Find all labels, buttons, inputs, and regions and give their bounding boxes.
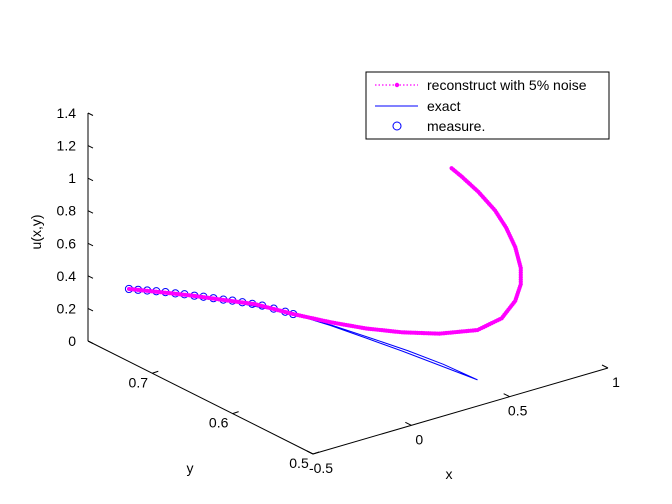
z-tick-label: 1.2	[57, 138, 77, 154]
legend-label-reconstruct: reconstruct with 5% noise	[427, 77, 587, 93]
x-tick	[601, 364, 609, 369]
y-tick	[152, 370, 159, 374]
legend-label-measure: measure.	[427, 118, 485, 134]
tick-labels: 0 0.2 0.4 0.6 0.8 1 1.2 1.4 0.5 0.6 0.7 -0.5 0 0.5 1	[57, 105, 621, 476]
reconstruct-point	[449, 166, 454, 171]
x-tick	[306, 450, 314, 455]
z-tick-label: 1	[68, 170, 76, 186]
x-tick-label: 1	[612, 374, 620, 390]
legend-marker-measure	[392, 121, 402, 131]
x-tick-label: 0	[415, 431, 423, 447]
z-tick	[87, 340, 94, 344]
y-tick	[232, 411, 239, 415]
z-tick-label: 0.6	[57, 235, 77, 251]
z-tick	[87, 145, 94, 149]
z-tick-label: 0.4	[57, 268, 77, 284]
z-tick-label: 1.4	[57, 105, 77, 121]
y-axis-label: y	[187, 460, 194, 476]
axes-lines	[87, 113, 609, 455]
x-axis-line	[312, 367, 609, 455]
z-tick	[87, 307, 94, 312]
z-tick	[87, 275, 94, 279]
z-tick	[87, 242, 94, 247]
x-tick-label: -0.5	[309, 460, 333, 476]
y-tick-label: 0.6	[209, 415, 229, 431]
legend-label-exact: exact	[427, 98, 461, 114]
legend-marker-reconstruct	[394, 82, 400, 88]
z-tick	[87, 112, 94, 116]
z-tick-label: 0.2	[57, 300, 77, 316]
x-tick	[503, 393, 510, 398]
z-tick	[87, 177, 94, 182]
y-axis-line	[87, 340, 314, 455]
y-tick-label: 0.5	[289, 455, 309, 471]
legend: reconstruct with 5% noise exact measure.	[365, 71, 610, 140]
z-tick-label: 0.8	[57, 203, 77, 219]
z-tick-label: 0	[68, 333, 76, 349]
series-line-reconstruct	[128, 166, 522, 335]
series-group	[124, 166, 523, 381]
tick-marks	[87, 112, 609, 455]
y-tick-label: 0.7	[129, 374, 149, 390]
z-tick	[87, 210, 94, 214]
x-tick	[405, 421, 412, 426]
y-tick	[312, 451, 320, 455]
x-tick-label: 0.5	[508, 403, 528, 419]
x-axis-label: x	[446, 466, 453, 482]
z-axis-label: u(x,y)	[28, 215, 44, 250]
